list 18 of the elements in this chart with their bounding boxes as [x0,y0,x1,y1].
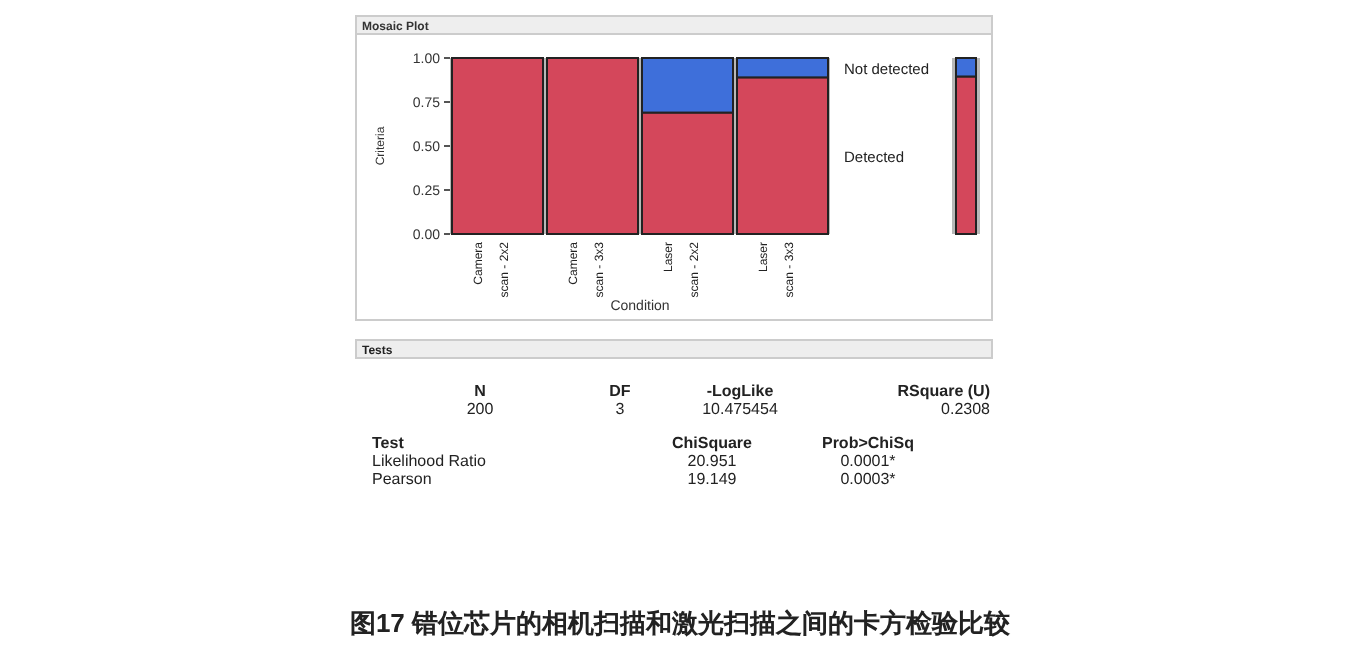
text: 3 [615,400,626,418]
text: RSquare (U) [897,382,991,400]
text: 10.475454 [702,400,779,418]
text: Pearson [372,470,432,488]
text: ChiSquare [671,434,754,452]
text: 20.951 [687,452,738,470]
text: N [474,382,487,400]
text: Test [372,434,405,452]
text: -LogLike [706,382,775,400]
text: Prob>ChiSq [821,434,915,452]
text: 200 [466,400,495,418]
text: 0.0003* [840,470,896,488]
text: Likelihood Ratio [372,452,487,470]
text: 0.2308 [941,400,992,418]
caption: 图17 错位芯片的相机扫描和激光扫描之间的卡方检验比较 [349,608,1013,638]
text: 0.0001* [840,452,896,470]
text: 19.149 [687,470,738,488]
text: DF [609,382,631,400]
